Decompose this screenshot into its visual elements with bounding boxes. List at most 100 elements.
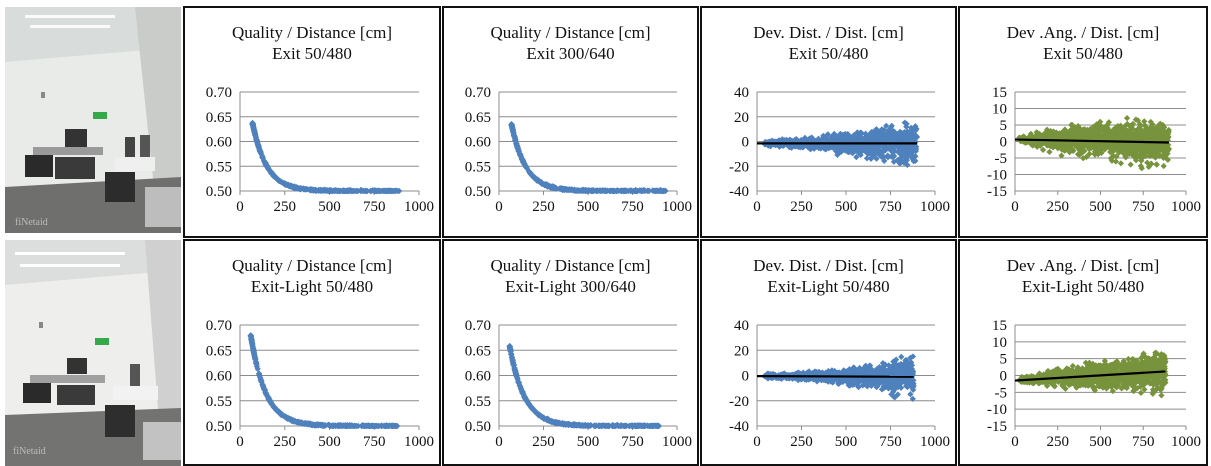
y-tick-label: 0.65 xyxy=(206,110,232,126)
data-point xyxy=(1123,115,1131,122)
chart-title: Quality / Distance [cm] xyxy=(232,23,392,42)
y-tick-label: 0.55 xyxy=(206,159,232,175)
y-tick-label: 40 xyxy=(734,318,749,334)
data-point xyxy=(897,155,904,162)
x-tick-label: 500 xyxy=(835,199,858,215)
data-point xyxy=(1046,148,1053,156)
data-point xyxy=(353,422,360,430)
data-point xyxy=(1127,161,1134,168)
trend-line xyxy=(1014,138,1169,144)
data-points xyxy=(506,342,662,430)
data-point xyxy=(1112,158,1120,165)
x-tick-label: 500 xyxy=(1089,199,1112,215)
chart-title: Dev .Ang. / Dist. [cm] xyxy=(1007,23,1160,42)
data-point xyxy=(1104,124,1111,131)
y-tick-label: -20 xyxy=(729,159,749,175)
data-point xyxy=(1109,153,1116,161)
data-point xyxy=(1143,124,1150,131)
x-tick-label: 250 xyxy=(790,199,813,215)
x-tick-label: 250 xyxy=(532,434,555,450)
chart-svg: Quality / Distance [cm]Exit 50/4800.500.… xyxy=(206,23,434,215)
data-point xyxy=(1093,121,1100,128)
y-tick-label: 0.70 xyxy=(465,318,491,334)
data-point xyxy=(898,353,905,360)
data-point xyxy=(1153,161,1160,168)
data-point xyxy=(350,187,357,195)
x-tick-label: 750 xyxy=(621,199,644,215)
data-point xyxy=(566,186,574,193)
data-point xyxy=(300,420,307,427)
chart-subtitle: Exit-Light 300/640 xyxy=(505,277,636,296)
data-point xyxy=(1095,151,1102,158)
chart-panel-quality-exit-50-480: Quality / Distance [cm] Exit 50/480 0.50 0.… xyxy=(183,6,441,238)
y-tick-label: 0.65 xyxy=(465,343,491,359)
data-point xyxy=(831,130,838,137)
chart-title: Quality / Distance [cm] xyxy=(490,256,650,275)
y-tick-label: 0.55 xyxy=(465,394,491,410)
data-point xyxy=(1138,134,1145,142)
chart-subtitle: Exit 50/480 xyxy=(789,44,869,63)
x-tick-label: 250 xyxy=(274,199,297,215)
y-tick-label: 0.70 xyxy=(465,85,491,101)
data-point xyxy=(888,126,895,134)
x-tick-label: 500 xyxy=(318,434,341,450)
x-tick-label: 250 xyxy=(1047,199,1070,215)
data-point xyxy=(1081,147,1088,155)
y-tick-label: 0.60 xyxy=(206,369,232,385)
x-tick-label: 1000 xyxy=(920,199,950,215)
x-tick-label: 1000 xyxy=(404,434,434,450)
data-point xyxy=(1137,162,1144,170)
data-point xyxy=(265,396,272,403)
data-point xyxy=(902,357,909,364)
data-point xyxy=(249,121,256,128)
chart-panel-devdist-exitlight-50-480: Dev. Dist. / Dist. [cm] Exit-Light 50/480… xyxy=(700,239,957,466)
data-point xyxy=(297,186,304,193)
x-tick-label: 500 xyxy=(577,199,600,215)
chart-subtitle: Exit-Light 50/480 xyxy=(767,277,889,296)
data-point xyxy=(1100,134,1108,141)
y-tick-label: 0 xyxy=(742,135,750,151)
y-tick-label: -40 xyxy=(729,419,749,435)
chart-panel-quality-exit-300-640: Quality / Distance [cm] Exit 300/640 0.50 0… xyxy=(442,6,699,238)
data-points xyxy=(249,119,403,195)
data-point xyxy=(1155,122,1162,129)
data-point xyxy=(602,187,609,195)
data-point xyxy=(508,350,515,358)
x-tick-label: 500 xyxy=(577,434,600,450)
data-point xyxy=(309,421,316,428)
y-tick-label: 40 xyxy=(734,85,749,101)
data-point xyxy=(266,167,273,174)
data-point xyxy=(1160,162,1167,170)
data-point xyxy=(270,173,277,180)
data-point xyxy=(372,422,379,430)
x-tick-label: 0 xyxy=(495,434,503,450)
y-tick-label: 0.65 xyxy=(465,110,491,126)
y-tick-label: 0.50 xyxy=(465,419,491,435)
data-point xyxy=(591,422,598,430)
data-point xyxy=(1132,157,1140,164)
x-tick-label: 500 xyxy=(318,199,341,215)
chart-svg: Dev. Dist. / Dist. [cm]Exit 50/480-40-20… xyxy=(729,23,950,215)
y-tick-label: 0.70 xyxy=(206,85,232,101)
x-tick-label: 0 xyxy=(753,434,761,450)
data-point xyxy=(249,341,256,348)
y-tick-label: 0.50 xyxy=(206,184,232,200)
y-tick-label: 0.55 xyxy=(465,159,491,175)
chart-svg: Quality / Distance [cm]Exit-Light 50/480… xyxy=(206,256,434,450)
x-tick-label: 250 xyxy=(274,434,297,450)
x-tick-label: 0 xyxy=(753,199,761,215)
data-point xyxy=(1069,127,1076,135)
x-tick-label: 500 xyxy=(835,434,858,450)
x-tick-label: 750 xyxy=(621,434,644,450)
y-tick-label: 15 xyxy=(992,85,1007,101)
x-tick-label: 0 xyxy=(495,199,503,215)
data-point xyxy=(1164,147,1171,154)
y-tick-label: 0.60 xyxy=(465,135,491,151)
y-tick-label: 0 xyxy=(1000,135,1008,151)
photo-room-exit-light: fiNetaid xyxy=(5,240,181,466)
x-tick-label: 1000 xyxy=(662,199,692,215)
chart-svg: Quality / Distance [cm]Exit 300/6400.500… xyxy=(465,23,692,215)
y-tick-label: 0.70 xyxy=(206,318,232,334)
data-point xyxy=(1165,126,1172,134)
data-point xyxy=(1043,142,1051,149)
